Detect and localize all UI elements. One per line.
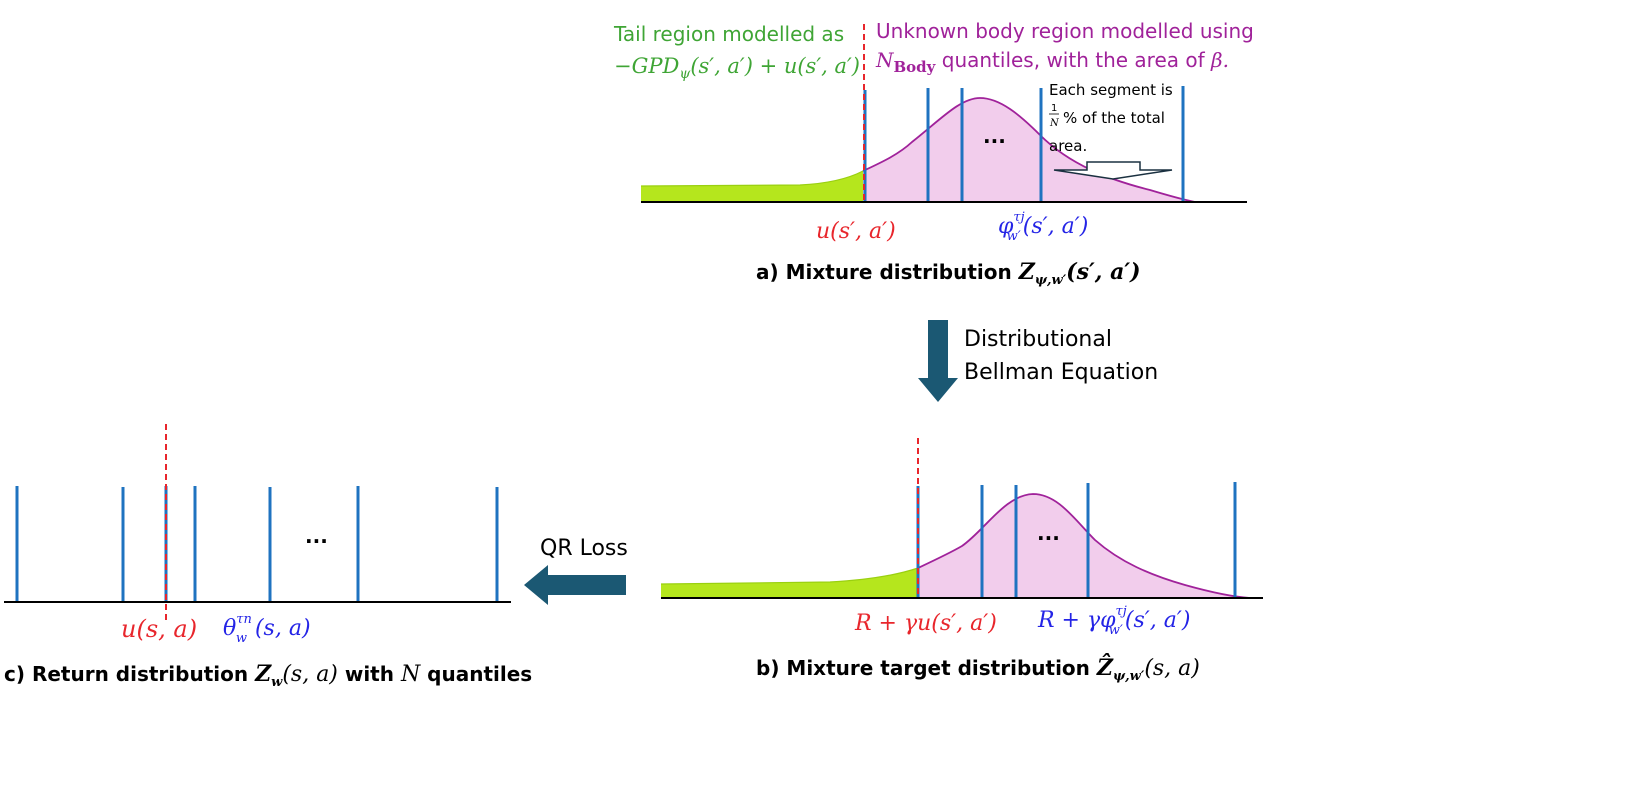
caption-c-suffix: quantiles: [420, 662, 532, 686]
caption-a-prefix: a) Mixture distribution: [756, 260, 1019, 284]
quantile-label-a-sup: τj: [1013, 210, 1024, 225]
segment-note-line1: Each segment is: [1049, 81, 1173, 99]
segment-arrow-a: [1053, 161, 1173, 180]
caption-b-rest: (s, a): [1144, 656, 1200, 681]
segment-note-frac-num: 1: [1051, 103, 1057, 114]
threshold-label-a: u(s′, a′): [816, 219, 896, 244]
threshold-label-b: R + γu(s′, a′): [854, 611, 997, 636]
body-label-sub: Body: [894, 58, 937, 76]
body-label-rest: quantiles, with the area of: [935, 48, 1211, 72]
caption-a-sub: ψ,w′: [1035, 273, 1067, 288]
quantile-label-b-prefix: R + γφ: [1037, 608, 1116, 633]
panel-a: Tail region modelled as −GPDψ(s′, a′) + …: [613, 19, 1254, 288]
body-curve-b: [917, 493, 1251, 599]
caption-c-prefix: c) Return distribution: [4, 662, 255, 686]
tail-curve-a: [640, 170, 864, 187]
quantile-label-a-phi: φ: [998, 214, 1014, 239]
caption-a-rest: (s′, a′): [1066, 259, 1140, 285]
bellman-label-line1: Distributional: [964, 327, 1112, 352]
tail-region-a: [641, 171, 863, 202]
quantile-label-b-sup: τj: [1116, 604, 1127, 619]
caption-c-N: N: [400, 662, 421, 687]
quantile-label-b-sub: w′: [1109, 623, 1123, 638]
quantile-label-c-rest: (s, a): [255, 616, 311, 641]
caption-a: a) Mixture distribution Zψ,w′(s′, a′): [756, 259, 1141, 288]
threshold-label-c: u(s, a): [121, 615, 197, 643]
segment-note-line3: area.: [1049, 137, 1087, 155]
caption-c-sub: w: [271, 675, 283, 690]
bellman-label-line2: Bellman Equation: [964, 360, 1158, 385]
quantile-label-a: φτj w′(s′, a′): [998, 210, 1088, 244]
tail-label-gpd: −GPD: [614, 54, 680, 78]
body-label-line2: NBody quantiles, with the area of β.: [875, 48, 1229, 76]
bellman-arrow: Distributional Bellman Equation: [918, 320, 1158, 402]
caption-c-rest: (s, a): [282, 662, 338, 687]
caption-c-with: with: [338, 662, 401, 686]
caption-b: b) Mixture target distribution Ẑψ,w′(s, …: [756, 653, 1200, 684]
caption-a-Z: Z: [1018, 259, 1036, 285]
panel-b: ... R + γu(s′, a′) R + γφτj w′(s′, a′) b)…: [660, 438, 1263, 684]
caption-c-Z: Z: [254, 661, 272, 687]
segment-note-line2: % of the total: [1063, 109, 1165, 127]
caption-b-prefix: b) Mixture target distribution: [756, 656, 1097, 680]
body-region-a: [863, 98, 1195, 202]
quantile-label-a-sub: w′: [1007, 229, 1021, 244]
body-label-beta: β.: [1210, 48, 1229, 72]
body-label-N: N: [875, 48, 895, 72]
quantile-label-c-sub: w: [236, 631, 247, 646]
tail-label-gpd-rest: (s′, a′) + u(s′, a′): [690, 54, 860, 78]
tail-curve-b: [660, 567, 919, 585]
quantile-label-c: θτn w (s, a): [223, 612, 311, 646]
body-label-line1: Unknown body region modelled using: [876, 19, 1254, 43]
qr-loss-arrow: QR Loss: [524, 536, 628, 605]
quantile-label-b: R + γφτj w′(s′, a′): [1037, 604, 1190, 638]
qr-loss-label: QR Loss: [540, 536, 628, 561]
tail-label-line2: −GPDψ(s′, a′) + u(s′, a′): [614, 54, 860, 82]
quantile-label-b-rest: (s′, a′): [1125, 608, 1191, 633]
body-curve-a: [862, 97, 1196, 203]
ellipsis-a: ...: [983, 124, 1006, 148]
body-region-b: [918, 494, 1250, 598]
quantile-label-a-rest: (s′, a′): [1023, 214, 1089, 239]
tail-label-line1: Tail region modelled as: [613, 22, 844, 46]
down-arrow-shape: [918, 320, 958, 402]
ellipsis-b: ...: [1037, 521, 1060, 545]
panel-c: ... u(s, a) θτn w (s, a) c) Return distrib…: [4, 424, 532, 690]
caption-b-Z: Ẑ: [1096, 653, 1114, 681]
quantile-label-c-theta: θ: [223, 616, 236, 641]
quantile-label-c-sup: τn: [236, 612, 252, 627]
caption-b-sub: ψ,w′: [1113, 669, 1145, 684]
ellipsis-c: ...: [305, 524, 328, 548]
left-arrow-shape: [524, 565, 626, 605]
segment-note-frac-den: N: [1049, 118, 1060, 129]
tail-label-gpd-sub: ψ: [679, 66, 691, 82]
caption-c: c) Return distribution Zw(s, a) with N q…: [4, 661, 532, 690]
